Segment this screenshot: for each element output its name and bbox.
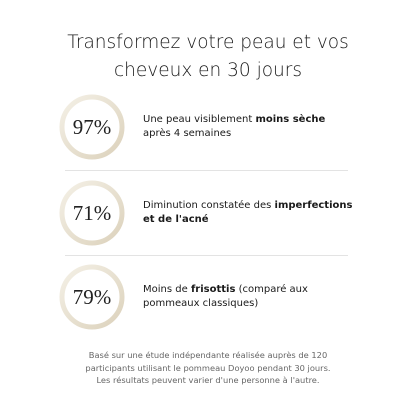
bold-text: frisottis — [190, 284, 236, 295]
divider — [65, 170, 348, 171]
text: Diminution constatée des — [143, 200, 275, 211]
stat-text: Une peau visiblement moins sèche après 4… — [143, 113, 353, 141]
stat-value: 97% — [72, 115, 112, 139]
footnote: Basé sur une étude indépendante réalisée… — [85, 350, 331, 385]
stat-row: 97% Une peau visiblement moins sèche apr… — [0, 92, 416, 162]
text: après 4 semaines — [143, 128, 232, 139]
text: Moins de — [143, 284, 191, 295]
bold-text: moins sèche — [255, 114, 326, 125]
ring — [59, 264, 125, 330]
stat-value: 79% — [72, 285, 112, 309]
stat-row: 71% Diminution constatée des imperfectio… — [0, 178, 416, 248]
divider — [65, 255, 348, 256]
bold-text: imperfections et de l'acné — [143, 200, 353, 225]
ring — [59, 180, 125, 246]
stat-text: Diminution constatée des imperfections e… — [143, 199, 353, 227]
stat-value: 71% — [72, 201, 112, 225]
text: (comparé aux pommeaux classiques) — [143, 284, 308, 309]
text: Une peau visiblement — [143, 114, 256, 125]
title-line: cheveux en 30 jours — [114, 60, 302, 81]
ring — [59, 94, 125, 160]
title-line: Transformez votre peau et vos — [67, 32, 349, 53]
stat-row: 79% Moins de frisottis (comparé aux pomm… — [0, 262, 416, 332]
stat-text: Moins de frisottis (comparé aux pommeaux… — [143, 283, 353, 311]
